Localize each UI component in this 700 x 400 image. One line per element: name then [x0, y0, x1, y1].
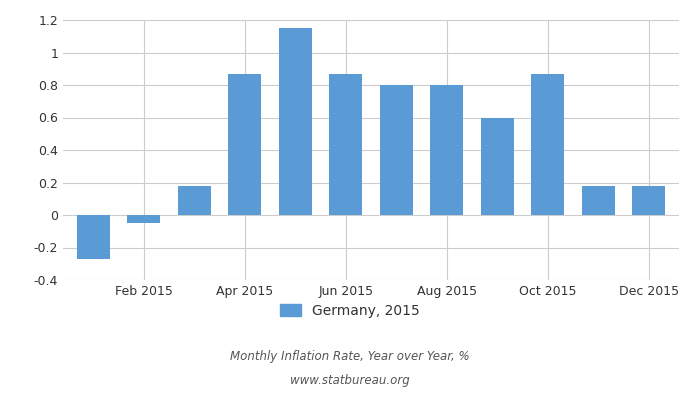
Legend: Germany, 2015: Germany, 2015	[274, 298, 426, 323]
Bar	[430, 85, 463, 215]
Bar	[380, 85, 413, 215]
Bar	[77, 215, 110, 259]
Bar	[279, 28, 312, 215]
Bar	[582, 186, 615, 215]
Bar	[481, 118, 514, 215]
Bar	[329, 74, 362, 215]
Bar	[228, 74, 261, 215]
Bar	[632, 186, 665, 215]
Text: www.statbureau.org: www.statbureau.org	[290, 374, 410, 387]
Bar	[531, 74, 564, 215]
Bar	[178, 186, 211, 215]
Text: Monthly Inflation Rate, Year over Year, %: Monthly Inflation Rate, Year over Year, …	[230, 350, 470, 363]
Bar	[127, 215, 160, 223]
